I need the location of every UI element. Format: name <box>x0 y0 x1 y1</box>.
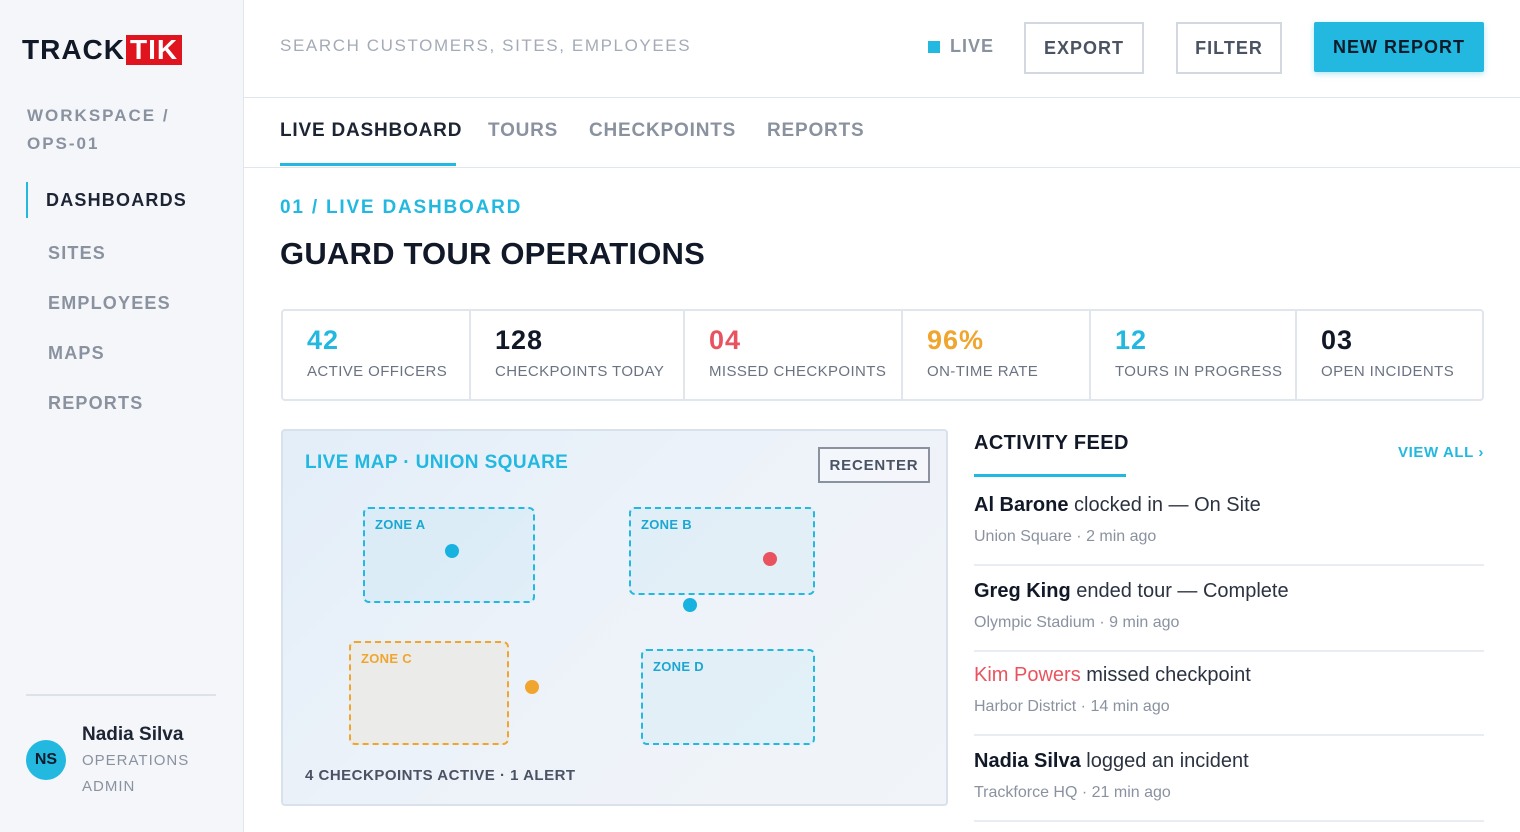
stat-label: OPEN INCIDENTS <box>1321 363 1455 380</box>
zone-b[interactable]: ZONE B <box>629 507 815 595</box>
feed-item-person[interactable]: Greg King <box>974 580 1071 602</box>
export-button[interactable]: EXPORT <box>1024 22 1144 74</box>
breadcrumb: 01 / LIVE DASHBOARD <box>280 197 523 218</box>
live-indicator: LIVE <box>928 36 994 57</box>
checkpoint-pin-alert[interactable] <box>763 552 777 566</box>
stats-bar: 42 ACTIVE OFFICERS 128 CHECKPOINTS TODAY… <box>281 309 1484 401</box>
active-tab-indicator <box>280 163 456 166</box>
sidebar-item-employees[interactable]: EMPLOYEES <box>48 292 171 313</box>
zone-label: ZONE C <box>361 651 412 666</box>
logo-tik-text: TIK <box>126 35 183 65</box>
feed-item[interactable]: Nadia Silva logged an incident Trackforc… <box>974 736 1484 822</box>
search-input[interactable] <box>280 36 780 56</box>
feed-item-person[interactable]: Nadia Silva <box>974 750 1081 772</box>
feed-item-action: logged an incident <box>1080 750 1249 772</box>
tab-reports[interactable]: REPORTS <box>767 120 865 141</box>
sidebar-item-sites[interactable]: SITES <box>48 242 107 263</box>
zone-d[interactable]: ZONE D <box>641 649 815 745</box>
stat-label: ON-TIME RATE <box>927 363 1039 380</box>
zone-label: ZONE B <box>641 517 692 532</box>
stat-label: MISSED CHECKPOINTS <box>709 363 887 380</box>
feed-item-action: clocked in — On Site <box>1068 494 1261 516</box>
workspace-label: WORKSPACE / OPS-01 <box>27 106 170 153</box>
feed-item[interactable]: Al Barone clocked in — On Site Union Squ… <box>974 480 1484 566</box>
stat-value: 12 <box>1115 325 1148 355</box>
checkpoint-pin[interactable] <box>445 544 459 558</box>
stat-label: CHECKPOINTS TODAY <box>495 363 665 380</box>
map-status: 4 CHECKPOINTS ACTIVE · 1 ALERT <box>305 767 576 784</box>
stat-value: 42 <box>307 325 340 355</box>
live-dot-icon <box>928 40 940 53</box>
feed-item-meta: Olympic Stadium · 9 min ago <box>974 614 1180 631</box>
feed-item-person-alert[interactable]: Kim Powers <box>974 664 1081 686</box>
sidebar-item-dashboards[interactable]: DASHBOARDS <box>26 182 226 218</box>
zone-c[interactable]: ZONE C <box>349 641 509 745</box>
feed-item-text: Greg King ended tour — Complete <box>974 580 1289 603</box>
user-name: Nadia Silva <box>82 724 184 745</box>
feed-item-text: Nadia Silva logged an incident <box>974 750 1249 773</box>
user-profile[interactable]: NS Nadia Silva OPERATIONS ADMIN <box>26 722 202 800</box>
zone-label: ZONE A <box>375 517 426 532</box>
trackforce-logo[interactable]: TRACK TIK <box>22 34 183 66</box>
user-text: Nadia Silva OPERATIONS ADMIN <box>82 722 202 800</box>
feed-item-action: missed checkpoint <box>1080 664 1251 686</box>
page-title: GUARD TOUR OPERATIONS <box>280 236 706 271</box>
feed-item-text: Al Barone clocked in — On Site <box>974 494 1261 517</box>
stat-missed-checkpoints: 04 MISSED CHECKPOINTS <box>685 311 903 399</box>
stat-value: 96% <box>927 325 985 355</box>
map-title: LIVE MAP · UNION SQUARE <box>305 452 569 473</box>
sidebar-divider <box>26 694 216 696</box>
tab-bar: LIVE DASHBOARD TOURS CHECKPOINTS REPORTS <box>244 98 1520 168</box>
user-role: OPERATIONS ADMIN <box>82 752 190 795</box>
feed-item-action: ended tour — Complete <box>1070 580 1289 602</box>
sidebar-item-maps[interactable]: MAPS <box>48 342 105 363</box>
stat-tours-in-progress: 12 TOURS IN PROGRESS <box>1091 311 1297 399</box>
activity-feed-title: ACTIVITY FEED <box>974 432 1129 454</box>
stat-open-incidents: 03 OPEN INCIDENTS <box>1297 311 1482 399</box>
stat-checkpoints-today: 128 CHECKPOINTS TODAY <box>471 311 685 399</box>
stat-active-officers: 42 ACTIVE OFFICERS <box>283 311 471 399</box>
tab-tours[interactable]: TOURS <box>488 120 559 141</box>
sidebar-item-reports[interactable]: REPORTS <box>48 392 144 413</box>
sidebar: TRACK TIK WORKSPACE / OPS-01 DASHBOARDS S… <box>0 0 244 832</box>
feed-title-underline <box>974 474 1126 477</box>
feed-item[interactable]: Greg King ended tour — Complete Olympic … <box>974 566 1484 652</box>
checkpoint-pin-warning[interactable] <box>525 680 539 694</box>
feed-item-person[interactable]: Al Barone <box>974 494 1069 516</box>
live-map[interactable]: LIVE MAP · UNION SQUARE RECENTER ZONE A … <box>281 429 948 806</box>
stat-on-time-rate: 96% ON-TIME RATE <box>903 311 1091 399</box>
topbar: LIVE EXPORT FILTER NEW REPORT <box>244 0 1520 98</box>
feed-item-meta: Union Square · 2 min ago <box>974 528 1157 545</box>
zone-a[interactable]: ZONE A <box>363 507 535 603</box>
zone-label: ZONE D <box>653 659 704 674</box>
feed-item-meta: Harbor District · 14 min ago <box>974 698 1170 715</box>
logo-track-text: TRACK <box>22 34 125 65</box>
stat-value: 03 <box>1321 325 1354 355</box>
tab-live-dashboard[interactable]: LIVE DASHBOARD <box>280 120 463 141</box>
view-all-link[interactable]: VIEW ALL › <box>1398 444 1484 461</box>
feed-item-meta: Trackforce HQ · 21 min ago <box>974 784 1171 801</box>
live-label: LIVE <box>950 36 995 56</box>
recenter-button[interactable]: RECENTER <box>818 447 930 483</box>
stat-value: 128 <box>495 325 544 355</box>
new-report-button[interactable]: NEW REPORT <box>1314 22 1484 72</box>
checkpoint-pin[interactable] <box>683 598 697 612</box>
filter-button[interactable]: FILTER <box>1176 22 1282 74</box>
stat-label: TOURS IN PROGRESS <box>1115 363 1283 380</box>
sidebar-nav: DASHBOARDS SITES EMPLOYEES MAPS REPORTS <box>26 180 226 428</box>
stat-label: ACTIVE OFFICERS <box>307 363 448 380</box>
stat-value: 04 <box>709 325 742 355</box>
tab-checkpoints[interactable]: CHECKPOINTS <box>589 120 737 141</box>
feed-item[interactable]: Kim Powers missed checkpoint Harbor Dist… <box>974 650 1484 736</box>
feed-item-text: Kim Powers missed checkpoint <box>974 664 1251 687</box>
avatar: NS <box>26 740 66 780</box>
